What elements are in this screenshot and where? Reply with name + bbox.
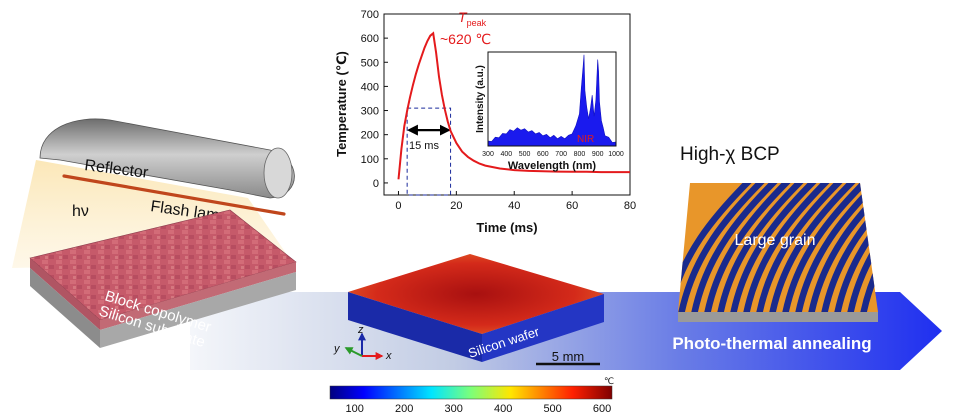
axis-z-label: z [357,324,364,336]
duration-window [406,107,452,196]
hv-label: hν [72,203,89,220]
peak-annotation: Tpeak [458,9,487,28]
lamella-stripe [781,183,870,312]
temperature-ytick-label: 400 [361,81,379,93]
lamella-stripe [729,183,818,312]
lamella-stripe [690,183,779,312]
lamella-stripe [678,183,766,312]
temperature-chart-xlabel: Time (ms) [476,220,537,235]
flash-lamp-setup: Reflector Flash lamp hν Block copolymer … [12,118,297,351]
film-side-edge [100,262,296,330]
spectrum-xtick-label: 400 [500,151,512,158]
colorbar-tick-label: 200 [395,403,413,415]
temperature-xtick-label: 80 [624,200,636,212]
bcp-side-edge [678,312,878,322]
lamella-stripe [742,183,831,312]
lamella-stripe [716,183,805,312]
lamella-stripe [678,183,753,312]
temperature-ytick-label: 600 [361,33,379,45]
spectrum-xtick-label: 1000 [608,151,624,158]
temperature-ytick-label: 100 [361,154,379,166]
temperature-ytick-label: 300 [361,106,379,118]
right-panel-title: High-χ BCP [680,144,780,165]
colorbar-tick-label: 500 [543,403,561,415]
colorbar-ramp [329,385,613,400]
film-front-edge [30,258,100,330]
spectrum-inset: 300 400 500 600 700 800 900 1000 NIR Wavelength… [475,51,624,172]
colorbar-tick-label: 100 [346,403,364,415]
wafer-side-face [482,294,604,362]
scale-bar-label: 5 mm [552,349,585,364]
silicon-substrate-front [30,268,100,348]
wafer-front-face [348,292,482,362]
colorbar-ticks: 100 200 300 400 500 600 [346,403,612,415]
large-grain-label: Large grain [735,232,816,249]
silicon-substrate-side [100,272,296,348]
spectrum-xtick-label: 800 [574,151,586,158]
lamella-stripe [768,183,857,312]
spectrum-xtick-label: 900 [592,151,604,158]
colorbar-tick-label: 300 [445,403,463,415]
temperature-xtick-label: 0 [395,200,401,212]
lamella-stripe [820,183,878,312]
spectrum-frame [487,51,617,147]
spectrum-xtick-label: 500 [519,151,531,158]
temperature-chart-ylabel: Temperature (℃) [334,51,349,157]
lamellae-pattern [678,183,878,312]
peak-value: ~620 ℃ [440,31,491,47]
spectrum-xlabel: Wavelength (nm) [508,160,597,172]
temperature-ytick-label: 700 [361,9,379,21]
axis-triad: z x y [333,324,392,362]
temperature-curve [397,31,630,180]
lamella-stripe [859,183,878,312]
lamella-stripe [755,183,844,312]
arrow-label: Photo-thermal annealing [672,334,871,353]
temperature-ytick-label: 500 [361,57,379,69]
reflector-end-cap [263,147,293,199]
flash-lamp-tube [62,174,286,216]
temperature-xtick-label: 20 [450,200,462,212]
axis-y-label: y [333,343,341,355]
temperature-ytick-label: 200 [361,130,379,142]
temperature-ytick-label: 0 [373,178,379,190]
silicon-wafer-model: Silicon wafer 5 mm z x y [333,254,604,366]
axis-x-label: x [385,350,392,362]
spectrum-xtick-label: 300 [482,151,494,158]
colorbar-unit: ℃ [604,376,614,386]
lamella-stripe [807,183,878,312]
colorbar-tick-label: 600 [593,403,611,415]
spectrum-xtick-label: 600 [537,151,549,158]
spectrum-ylabel: Intensity (a.u.) [475,65,486,133]
spectrum-xtick-label: 700 [555,151,567,158]
temperature-xtick-label: 60 [566,200,578,212]
temperature-xtick-label: 40 [508,200,520,212]
colorbar-tick-label: 400 [494,403,512,415]
high-chi-bcp-model: High-χ BCP Large grain [678,144,878,322]
nir-label: NIR [577,134,594,145]
duration-label: 15 ms [409,140,439,152]
wafer-top-surface [348,254,604,334]
lamella-stripe [846,183,878,312]
lamella-stripe [703,183,792,312]
temperature-colorbar: 100 200 300 400 500 600 ℃ [329,376,614,415]
spectrum-area [487,54,617,147]
